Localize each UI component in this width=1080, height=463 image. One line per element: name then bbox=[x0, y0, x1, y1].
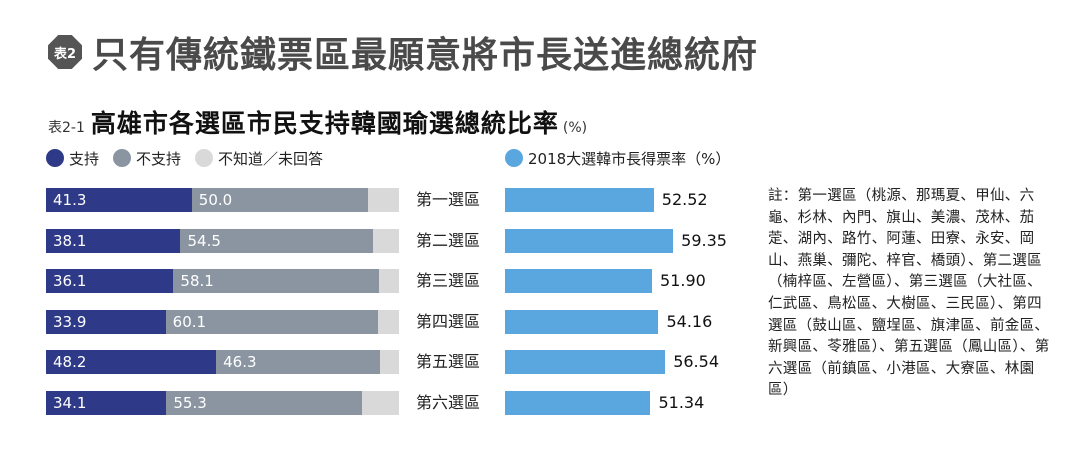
vote-share-bar bbox=[505, 269, 653, 293]
stacked-bar-row: 38.1 54.5 bbox=[46, 229, 399, 253]
bar-value-label: 41.3 bbox=[53, 191, 87, 209]
bar-segment-unknown bbox=[368, 188, 399, 212]
bar-value-label: 55.3 bbox=[173, 394, 207, 412]
table-badge: 表2 bbox=[48, 35, 82, 69]
legend-label-vote-share: 2018大選韓市長得票率（%） bbox=[528, 149, 731, 168]
bar-value-label: 48.2 bbox=[53, 353, 87, 371]
legend-label-support: 支持 bbox=[69, 149, 100, 168]
bar-segment-unknown bbox=[378, 269, 399, 293]
stacked-bar-row: 48.2 46.3 bbox=[46, 350, 399, 374]
stacked-bar-row: 34.1 55.3 bbox=[46, 391, 399, 415]
stacked-bar-row: 33.9 60.1 bbox=[46, 310, 399, 334]
vote-share-label: 54.16 bbox=[666, 312, 713, 331]
district-label: 第六選區 bbox=[416, 393, 481, 412]
legend-left: 支持 不支持 不知道／未回答 bbox=[46, 147, 337, 169]
bar-value-label: 54.5 bbox=[187, 232, 221, 250]
bar-segment-oppose: 58.1 bbox=[173, 269, 379, 293]
main-title: 只有傳統鐵票區最願意將市長送進總統府 bbox=[92, 34, 759, 76]
bar-segment-oppose: 60.1 bbox=[165, 310, 378, 334]
vote-share-bar bbox=[505, 350, 666, 374]
vote-share-label: 52.52 bbox=[661, 190, 708, 209]
legend-dot-oppose bbox=[113, 149, 132, 167]
bar-segment-unknown bbox=[361, 391, 399, 415]
bar-segment-support: 41.3 bbox=[46, 188, 192, 212]
bar-value-label: 36.1 bbox=[53, 272, 87, 290]
bar-value-label: 50.0 bbox=[198, 191, 233, 209]
chart-subheader: 表2-1 高雄市各選區市民支持韓國瑜選總統比率 (%) bbox=[48, 104, 587, 140]
district-label: 第三選區 bbox=[416, 271, 481, 290]
footnote: 註：第一選區（桃源、那瑪夏、甲仙、六龜、杉林、內門、旗山、美濃、茂林、茄萣、湖內… bbox=[768, 188, 1050, 399]
vote-share-bar bbox=[505, 229, 674, 253]
bar-segment-oppose: 54.5 bbox=[180, 229, 373, 253]
chart-header: 表2 只有傳統鐵票區最願意將市長送進總統府 bbox=[48, 26, 758, 78]
vote-share-bar bbox=[505, 188, 654, 212]
bar-segment-oppose: 46.3 bbox=[216, 350, 380, 374]
stacked-bar-row: 41.3 50.0 bbox=[46, 188, 399, 212]
vote-share-label: 51.90 bbox=[660, 271, 706, 290]
bar-segment-oppose: 55.3 bbox=[166, 391, 362, 415]
bar-value-label: 38.1 bbox=[53, 232, 87, 250]
vote-share-bar bbox=[505, 391, 651, 415]
legend-item-oppose: 不支持 bbox=[113, 148, 181, 169]
bar-value-label: 34.1 bbox=[53, 394, 87, 412]
legend-item-unknown: 不知道／未回答 bbox=[195, 148, 323, 169]
legend-dot-support bbox=[46, 149, 64, 167]
legend-right: 2018大選韓市長得票率（%） bbox=[505, 147, 744, 169]
legend-item-vote-share: 2018大選韓市長得票率（%） bbox=[505, 148, 730, 169]
bar-segment-unknown bbox=[379, 350, 399, 374]
district-label: 第一選區 bbox=[416, 190, 481, 209]
stacked-bar-row: 36.1 58.1 bbox=[46, 269, 399, 293]
bar-value-label: 58.1 bbox=[180, 272, 214, 290]
legend-label-oppose: 不支持 bbox=[136, 149, 182, 168]
district-label: 第二選區 bbox=[416, 231, 481, 250]
legend-dot-unknown bbox=[195, 149, 214, 167]
bar-segment-support: 34.1 bbox=[46, 391, 167, 415]
legend-label-unknown: 不知道／未回答 bbox=[218, 149, 324, 168]
district-label: 第四選區 bbox=[416, 312, 481, 331]
bar-segment-oppose: 50.0 bbox=[191, 188, 369, 212]
subtitle-tag: 表2-1 bbox=[48, 120, 85, 136]
bar-segment-support: 33.9 bbox=[46, 310, 166, 334]
vote-share-label: 56.54 bbox=[673, 352, 719, 371]
bar-segment-unknown bbox=[377, 310, 399, 334]
vote-share-label: 59.35 bbox=[681, 231, 727, 250]
bar-value-label: 46.3 bbox=[223, 353, 257, 371]
bar-segment-support: 48.2 bbox=[46, 350, 217, 374]
bar-segment-support: 38.1 bbox=[46, 229, 181, 253]
vote-share-bar bbox=[505, 310, 659, 334]
bar-value-label: 33.9 bbox=[53, 313, 87, 331]
unit-label: (%) bbox=[562, 120, 588, 136]
legend-item-support: 支持 bbox=[46, 148, 99, 169]
vote-share-label: 51.34 bbox=[658, 393, 705, 412]
chart-title: 高雄市各選區市民支持韓國瑜選總統比率 bbox=[90, 109, 559, 138]
bar-segment-unknown bbox=[372, 229, 399, 253]
bar-value-label: 60.1 bbox=[172, 313, 207, 331]
bar-segment-support: 36.1 bbox=[46, 269, 174, 293]
legend-dot-vote-share bbox=[505, 149, 523, 167]
district-label: 第五選區 bbox=[416, 352, 481, 371]
